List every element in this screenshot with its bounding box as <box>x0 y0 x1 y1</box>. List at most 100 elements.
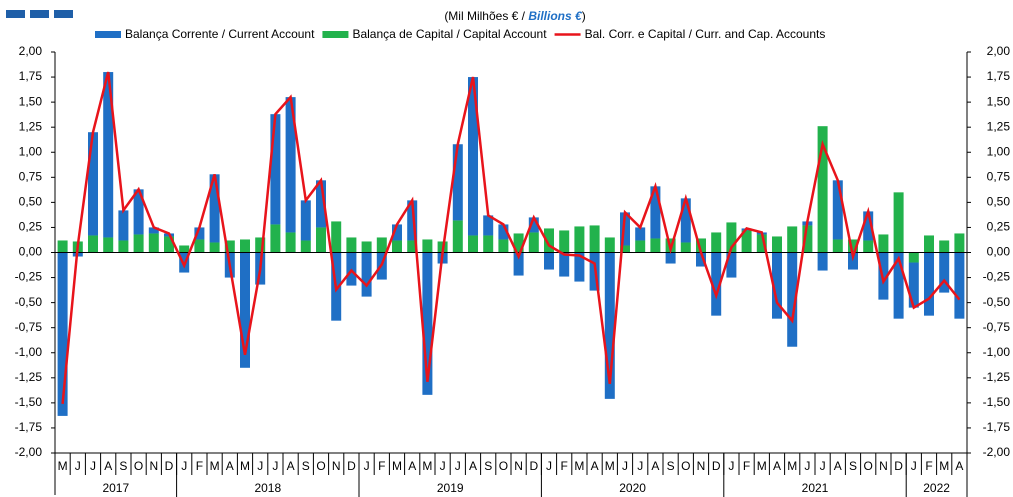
y-tick-label: -0,50 <box>15 295 43 309</box>
y-tick-label-right: 0,75 <box>987 169 1011 183</box>
bar <box>407 240 418 253</box>
y-tick-label-right: -1,00 <box>983 345 1011 359</box>
subtitle-pt: (Mil Milhões € / <box>444 9 528 23</box>
year-label: 2020 <box>619 481 646 495</box>
bar <box>848 252 858 270</box>
x-tick-label: A <box>773 459 781 473</box>
y-tick-label-right: 0,25 <box>987 220 1011 234</box>
bar <box>650 186 661 239</box>
x-tick-label: J <box>90 459 96 473</box>
bar <box>194 227 205 240</box>
bar <box>133 234 144 253</box>
bar <box>696 252 706 267</box>
legend-swatch <box>95 31 121 38</box>
bar <box>392 224 402 241</box>
bar <box>726 222 737 253</box>
x-tick-label: J <box>75 459 81 473</box>
year-label: 2018 <box>254 481 281 495</box>
bar <box>88 132 98 236</box>
y-tick-label-right: -2,00 <box>983 445 1011 459</box>
bar <box>179 245 190 253</box>
bar <box>285 232 296 253</box>
bar <box>103 72 114 238</box>
y-tick-label-right: -1,75 <box>983 420 1011 434</box>
bar <box>528 232 539 253</box>
x-tick-label: D <box>529 459 538 473</box>
year-label: 2022 <box>923 481 950 495</box>
x-tick-label: S <box>302 459 310 473</box>
bar <box>620 245 630 253</box>
y-tick-label-right: 1,50 <box>987 94 1011 108</box>
x-tick-label: J <box>364 459 370 473</box>
bar <box>832 180 843 240</box>
bar <box>224 240 235 253</box>
bar <box>589 225 600 253</box>
x-tick-label: M <box>58 459 68 473</box>
subtitle: (Mil Milhões € / Billions €) <box>444 9 585 23</box>
x-tick-label: O <box>316 459 325 473</box>
bar <box>255 237 266 253</box>
bar <box>483 235 494 253</box>
bar <box>544 228 554 253</box>
x-tick-label: J <box>911 459 917 473</box>
y-tick-label: -2,00 <box>15 445 43 459</box>
bar <box>148 227 159 234</box>
x-tick-label: J <box>272 459 278 473</box>
bar <box>802 225 813 253</box>
x-tick-label: A <box>651 459 659 473</box>
bar <box>118 240 129 253</box>
x-tick-label: F <box>561 459 568 473</box>
bar <box>164 236 174 253</box>
bar <box>422 252 433 395</box>
bar <box>513 252 524 276</box>
x-tick-label: J <box>622 459 628 473</box>
y-tick-label-right: 1,25 <box>987 119 1011 133</box>
bar <box>924 235 934 253</box>
y-tick-label: 0,75 <box>19 169 43 183</box>
bar <box>544 252 554 270</box>
x-tick-label: N <box>149 459 158 473</box>
x-tick-label: J <box>257 459 263 473</box>
legend-label: Balança de Capital / Capital Account <box>352 27 547 41</box>
bar <box>209 174 220 243</box>
x-tick-label: O <box>864 459 873 473</box>
bar <box>787 252 798 347</box>
x-tick-label: D <box>712 459 721 473</box>
x-tick-label: S <box>119 459 127 473</box>
x-tick-label: S <box>667 459 675 473</box>
y-tick-label: -1,75 <box>15 420 43 434</box>
x-tick-label: M <box>787 459 797 473</box>
x-tick-label: M <box>392 459 402 473</box>
bar <box>787 226 798 253</box>
x-tick-label: A <box>834 459 842 473</box>
bar <box>711 232 722 253</box>
x-tick-label: F <box>378 459 385 473</box>
y-tick-label: -1,00 <box>15 345 43 359</box>
bar <box>665 252 676 264</box>
bar <box>270 114 281 225</box>
y-tick-label-right: -0,25 <box>983 270 1011 284</box>
bar <box>680 198 691 243</box>
bar <box>832 239 843 253</box>
bar <box>316 180 326 228</box>
bar <box>285 97 296 233</box>
y-tick-label: 0,00 <box>19 245 43 259</box>
subtitle-en: Billions € <box>528 9 583 23</box>
bar <box>346 237 357 253</box>
bar <box>604 237 615 253</box>
x-tick-label: A <box>104 459 112 473</box>
x-tick-label: A <box>408 459 416 473</box>
bar <box>954 252 965 319</box>
bar <box>240 239 250 253</box>
bar <box>513 233 524 253</box>
bar <box>772 252 782 319</box>
bar <box>407 200 418 241</box>
y-tick-label: -1,25 <box>15 370 43 384</box>
y-tick-label: 0,50 <box>19 195 43 209</box>
bar <box>848 239 858 253</box>
x-tick-label: J <box>637 459 643 473</box>
y-tick-label-right: 2,00 <box>987 44 1011 58</box>
x-tick-label: N <box>332 459 341 473</box>
bar <box>452 144 463 221</box>
